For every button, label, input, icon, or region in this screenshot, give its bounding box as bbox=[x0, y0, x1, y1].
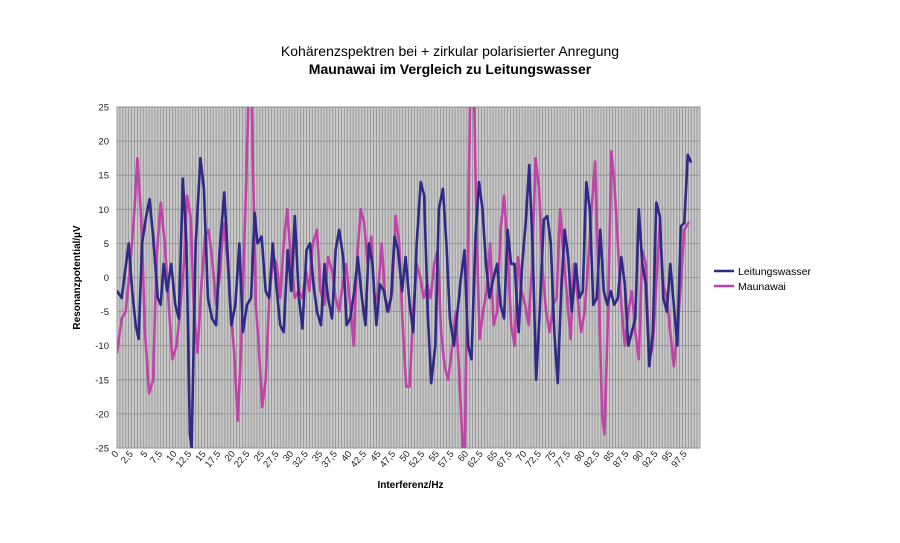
chart-title: Kohärenzspektren bei + zirkular polarisi… bbox=[0, 42, 900, 78]
y-tick-label: -25 bbox=[95, 444, 109, 455]
x-tick-label: 52,5 bbox=[407, 449, 427, 470]
x-tick-label: 72,5 bbox=[524, 449, 544, 470]
x-tick-label: 47,5 bbox=[378, 449, 398, 470]
x-tick-label: 67,5 bbox=[495, 449, 515, 470]
legend-label: Leitungswasser bbox=[738, 266, 811, 278]
y-axis-ticks: -25 -20 -15 -10 -5 0 5 10 15 20 25 bbox=[95, 103, 109, 455]
x-tick-label: 0 bbox=[109, 449, 121, 460]
x-tick-label: 27,5 bbox=[261, 449, 281, 470]
y-tick-label: 25 bbox=[98, 103, 109, 114]
chart-subtitle: Maunawai im Vergleich zu Leitungswasser bbox=[308, 61, 592, 77]
y-axis-label: Resonanzpotential/µV bbox=[72, 225, 83, 329]
y-tick-label: -5 bbox=[101, 307, 109, 318]
y-tick-label: -10 bbox=[95, 341, 109, 352]
x-tick-label: 97,5 bbox=[669, 449, 689, 470]
y-tick-label: -15 bbox=[95, 375, 109, 386]
x-tick-label: 92,5 bbox=[640, 449, 660, 470]
y-tick-label: 20 bbox=[98, 137, 109, 148]
x-tick-label: 77,5 bbox=[553, 449, 573, 470]
y-tick-label: -20 bbox=[95, 409, 109, 420]
x-tick-label: 5 bbox=[139, 449, 151, 460]
y-tick-label: 10 bbox=[98, 205, 109, 216]
x-tick-label: 2,5 bbox=[119, 449, 136, 466]
chart-title-line: Kohärenzspektren bei + zirkular polarisi… bbox=[280, 43, 620, 59]
y-tick-label: 5 bbox=[104, 239, 109, 250]
x-tick-label: 37,5 bbox=[320, 449, 340, 470]
x-tick-label: 7,5 bbox=[148, 449, 165, 466]
x-tick-label: 22,5 bbox=[232, 449, 252, 470]
x-axis-label: Interferenz/Hz bbox=[377, 480, 443, 491]
series-line-leitungswasser bbox=[117, 153, 692, 448]
x-tick-label: 57,5 bbox=[436, 449, 456, 470]
y-tick-label: 15 bbox=[98, 171, 109, 182]
legend-label: Maunawai bbox=[738, 281, 786, 293]
legend: Leitungswasser Maunawai bbox=[714, 266, 811, 293]
x-tick-label: 82,5 bbox=[582, 449, 602, 470]
x-tick-label: 17,5 bbox=[203, 449, 223, 470]
x-tick-label: 62,5 bbox=[465, 449, 485, 470]
series-lines bbox=[117, 107, 692, 448]
y-tick-label: 0 bbox=[104, 273, 109, 284]
x-tick-label: 42,5 bbox=[349, 449, 369, 470]
x-tick-label: 12,5 bbox=[174, 449, 194, 470]
x-tick-label: 87,5 bbox=[611, 449, 631, 470]
grid-lines bbox=[117, 106, 700, 449]
x-tick-label: 32,5 bbox=[290, 449, 310, 470]
